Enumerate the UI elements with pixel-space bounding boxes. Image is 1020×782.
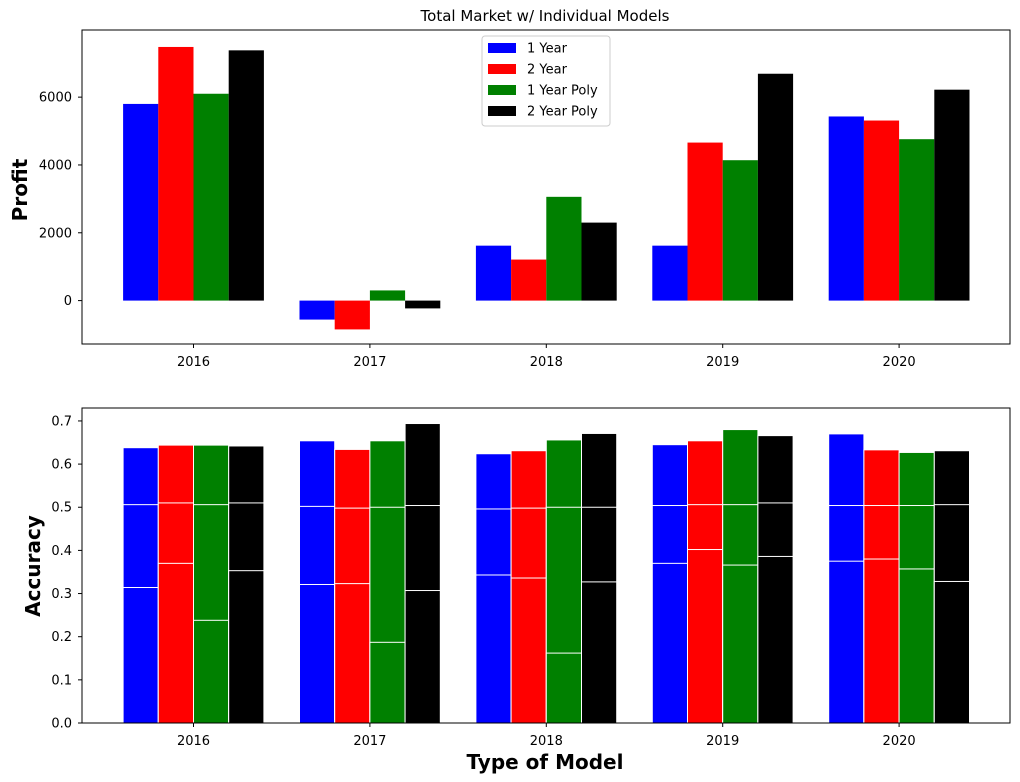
profit-bar [158, 46, 194, 301]
accuracy-y-ticks: 0.0 0.1 0.2 0.3 0.4 0.5 0.6 0.7 [51, 414, 82, 732]
profit-bar [511, 259, 547, 301]
profit-x-tick-label: 2016 [177, 355, 210, 370]
profit-x-tick-label: 2017 [353, 355, 386, 370]
profit-bar [193, 93, 229, 301]
profit-bar [828, 116, 864, 301]
accuracy-y-tick-label: 0.0 [51, 717, 72, 732]
accuracy-bar-segment [545, 652, 582, 724]
profit-y-tick-label: 2000 [39, 226, 72, 241]
accuracy-bar-segment [933, 580, 970, 724]
profit-y-tick-label: 4000 [39, 158, 72, 173]
profit-bar [228, 50, 264, 301]
profit-x-tick-label: 2020 [883, 355, 916, 370]
accuracy-y-tick-label: 0.4 [51, 544, 72, 559]
accuracy-y-tick-label: 0.2 [51, 630, 72, 645]
accuracy-bar-segment [228, 570, 265, 724]
profit-x-tick-label: 2019 [706, 355, 739, 370]
accuracy-x-tick-label: 2017 [353, 734, 386, 749]
accuracy-bar-segment [828, 560, 865, 724]
legend-swatch [488, 85, 516, 95]
accuracy-x-axis-label: Type of Model [467, 750, 624, 774]
accuracy-x-tick-label: 2019 [706, 734, 739, 749]
accuracy-y-tick-label: 0.7 [51, 414, 72, 429]
accuracy-chart: 0.00.10.20.30.40.50.60.7 2016 2017 2018 201… [21, 407, 1011, 774]
accuracy-bar-segment [722, 564, 759, 724]
profit-bar [863, 120, 900, 301]
profit-bar [581, 222, 617, 301]
profit-bars [123, 46, 970, 330]
accuracy-y-axis-label: Accuracy [21, 515, 45, 617]
accuracy-bar-segment [369, 641, 406, 724]
legend-swatch [488, 43, 516, 53]
profit-bar [652, 245, 688, 301]
accuracy-bar-segment [299, 583, 336, 724]
profit-bar [757, 73, 794, 301]
profit-bar [546, 196, 582, 301]
accuracy-bars [122, 423, 970, 724]
profit-y-tick-label: 0 [64, 294, 72, 309]
profit-x-tick-label: 2018 [530, 355, 563, 370]
legend-label: 2 Year [527, 63, 568, 78]
accuracy-bar-segment [475, 574, 512, 724]
legend-swatch [488, 64, 516, 74]
legend-label: 1 Year [527, 42, 568, 57]
accuracy-bar-segment [757, 555, 794, 724]
accuracy-bar-segment [863, 558, 900, 724]
accuracy-bar-segment [687, 549, 724, 724]
profit-chart: Total Market w/ Individual Models 0 2000 4… [8, 7, 1011, 370]
accuracy-bar-segment [651, 562, 688, 724]
legend-label: 1 Year Poly [527, 84, 598, 99]
accuracy-y-tick-label: 0.5 [51, 501, 72, 516]
profit-bar [405, 300, 441, 309]
accuracy-x-tick-label: 2016 [177, 734, 210, 749]
accuracy-bar-segment [193, 619, 230, 724]
accuracy-y-tick-label: 0.1 [51, 673, 72, 688]
profit-bar [334, 300, 370, 330]
profit-bar [722, 160, 758, 301]
accuracy-x-tick-label: 2018 [530, 734, 563, 749]
accuracy-y-tick-label: 0.3 [51, 587, 72, 602]
profit-bar [687, 142, 723, 301]
accuracy-bar-segment [157, 562, 195, 724]
accuracy-bar-segment [898, 568, 935, 724]
profit-bar [123, 103, 159, 301]
profit-y-tick-label: 6000 [39, 91, 72, 106]
accuracy-bar-segment [510, 577, 547, 724]
accuracy-bar-segment [404, 590, 441, 724]
legend-swatch [488, 106, 516, 116]
legend-label: 2 Year Poly [527, 105, 598, 120]
accuracy-bar-segment [122, 587, 159, 724]
profit-bar [369, 290, 406, 301]
accuracy-y-tick-label: 0.6 [51, 458, 72, 473]
accuracy-x-ticks: 2016 2017 2018 2019 2020 [177, 723, 916, 749]
accuracy-x-tick-label: 2020 [883, 734, 916, 749]
profit-chart-title: Total Market w/ Individual Models [420, 7, 670, 25]
profit-y-axis-label: Profit [8, 158, 32, 221]
profit-bar [475, 245, 512, 301]
profit-y-ticks: 0 2000 4000 6000 [39, 91, 82, 309]
profit-x-ticks: 2016 2017 2018 2019 2020 [177, 344, 916, 370]
legend: 1 Year 2 Year 1 Year Poly 2 Year Poly [481, 35, 611, 127]
profit-bar [899, 139, 935, 301]
accuracy-bar-segment [334, 583, 371, 724]
accuracy-bar-segment [581, 581, 618, 724]
profit-bar [299, 300, 335, 320]
profit-bar [934, 89, 970, 301]
legend-frame [481, 35, 611, 127]
